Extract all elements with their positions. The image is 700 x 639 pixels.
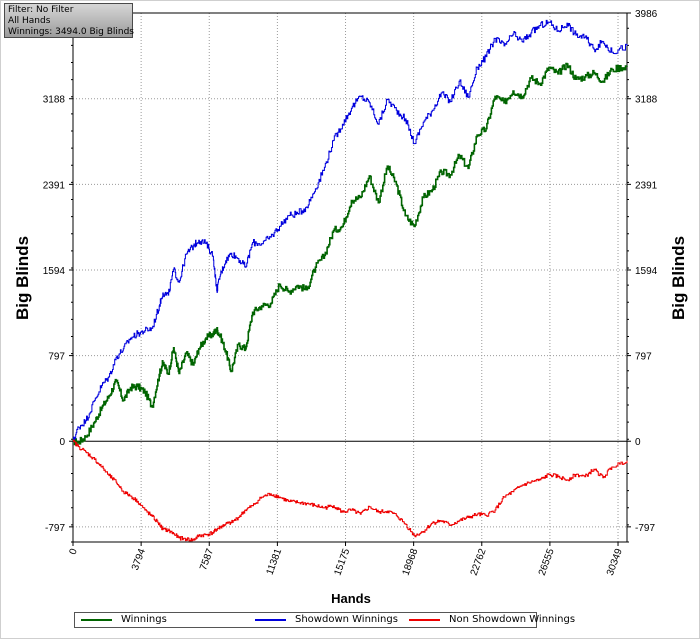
hands-scope-text: All Hands	[8, 16, 51, 26]
x-tick-label: 18968	[401, 547, 421, 577]
series-lines	[72, 19, 628, 542]
y-tick-label-right: 2391	[635, 180, 658, 191]
y-tick-label-right: 797	[635, 352, 652, 363]
y-tick-label-right: 0	[635, 437, 641, 448]
series-line-winnings	[72, 62, 628, 446]
info-box: Filter: No Filter All Hands Winnings: 34…	[4, 3, 134, 38]
legend-label-showdown: Showdown Winnings	[295, 614, 398, 625]
series-line-showdown-winnings	[73, 19, 628, 442]
y-axis-label-right: Big Blinds	[669, 236, 688, 320]
x-axis-label: Hands	[331, 591, 371, 606]
y-tick-label-left: 2391	[43, 180, 66, 191]
legend-swatch-showdown	[255, 619, 286, 621]
x-tick-label: 26555	[537, 547, 557, 577]
legend-label-winnings: Winnings	[121, 614, 167, 625]
legend: Winnings Showdown Winnings Non Showdown …	[74, 612, 575, 628]
y-axis-label-left: Big Blinds	[13, 236, 32, 320]
axis-ticks: -797 -797 0 0 797 797 1594 1594 2391 2391 3188 3188…	[43, 9, 658, 577]
x-tick-label: 7587	[198, 547, 216, 572]
y-tick-label-left: -797	[45, 523, 65, 534]
y-tick-label-left: 0	[59, 437, 65, 448]
x-tick-label: 22762	[469, 547, 489, 577]
y-tick-label-right: 3188	[635, 95, 658, 106]
grid-lines	[73, 12, 627, 542]
filter-text: Filter: No Filter	[8, 5, 74, 15]
x-tick-label: 3794	[130, 547, 148, 572]
legend-swatch-winnings	[81, 619, 112, 621]
y-tick-label-right: 1594	[635, 266, 658, 277]
x-tick-label: 15175	[332, 547, 352, 577]
y-tick-label-left: 1594	[43, 266, 66, 277]
y-tick-label-right: -797	[635, 523, 655, 534]
series-line-non-showdown-winnings	[73, 439, 628, 542]
y-tick-label-left: 797	[48, 352, 65, 363]
legend-label-non-showdown: Non Showdown Winnings	[449, 614, 576, 625]
plot-area	[72, 12, 628, 543]
x-tick-label: 11381	[265, 547, 285, 577]
x-tick-label: 30349	[605, 547, 625, 577]
y-tick-label-right: 3986	[635, 9, 658, 20]
x-tick-label: 0	[68, 547, 80, 556]
winnings-summary-text: Winnings: 3494.0 Big Blinds	[8, 27, 134, 37]
y-tick-label-left: 3188	[43, 95, 66, 106]
legend-swatch-non-showdown	[409, 619, 440, 621]
